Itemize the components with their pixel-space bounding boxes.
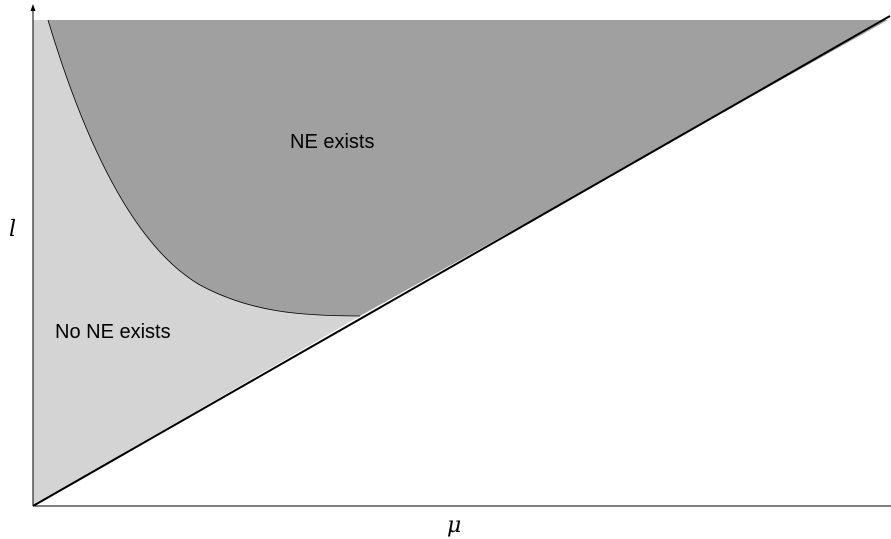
boundary-curve [47, 19, 361, 317]
y-axis-arrow-icon [30, 4, 36, 11]
x-axis-label: μ [447, 513, 461, 538]
no-ne-region [33, 20, 360, 506]
y-axis-label: l [9, 217, 16, 242]
ne-exists-region [48, 20, 888, 316]
region-label-no-ne-exists: No NE exists [55, 321, 171, 343]
diagonal-line [32, 15, 891, 507]
region-label-ne-exists: NE exists [290, 131, 374, 153]
